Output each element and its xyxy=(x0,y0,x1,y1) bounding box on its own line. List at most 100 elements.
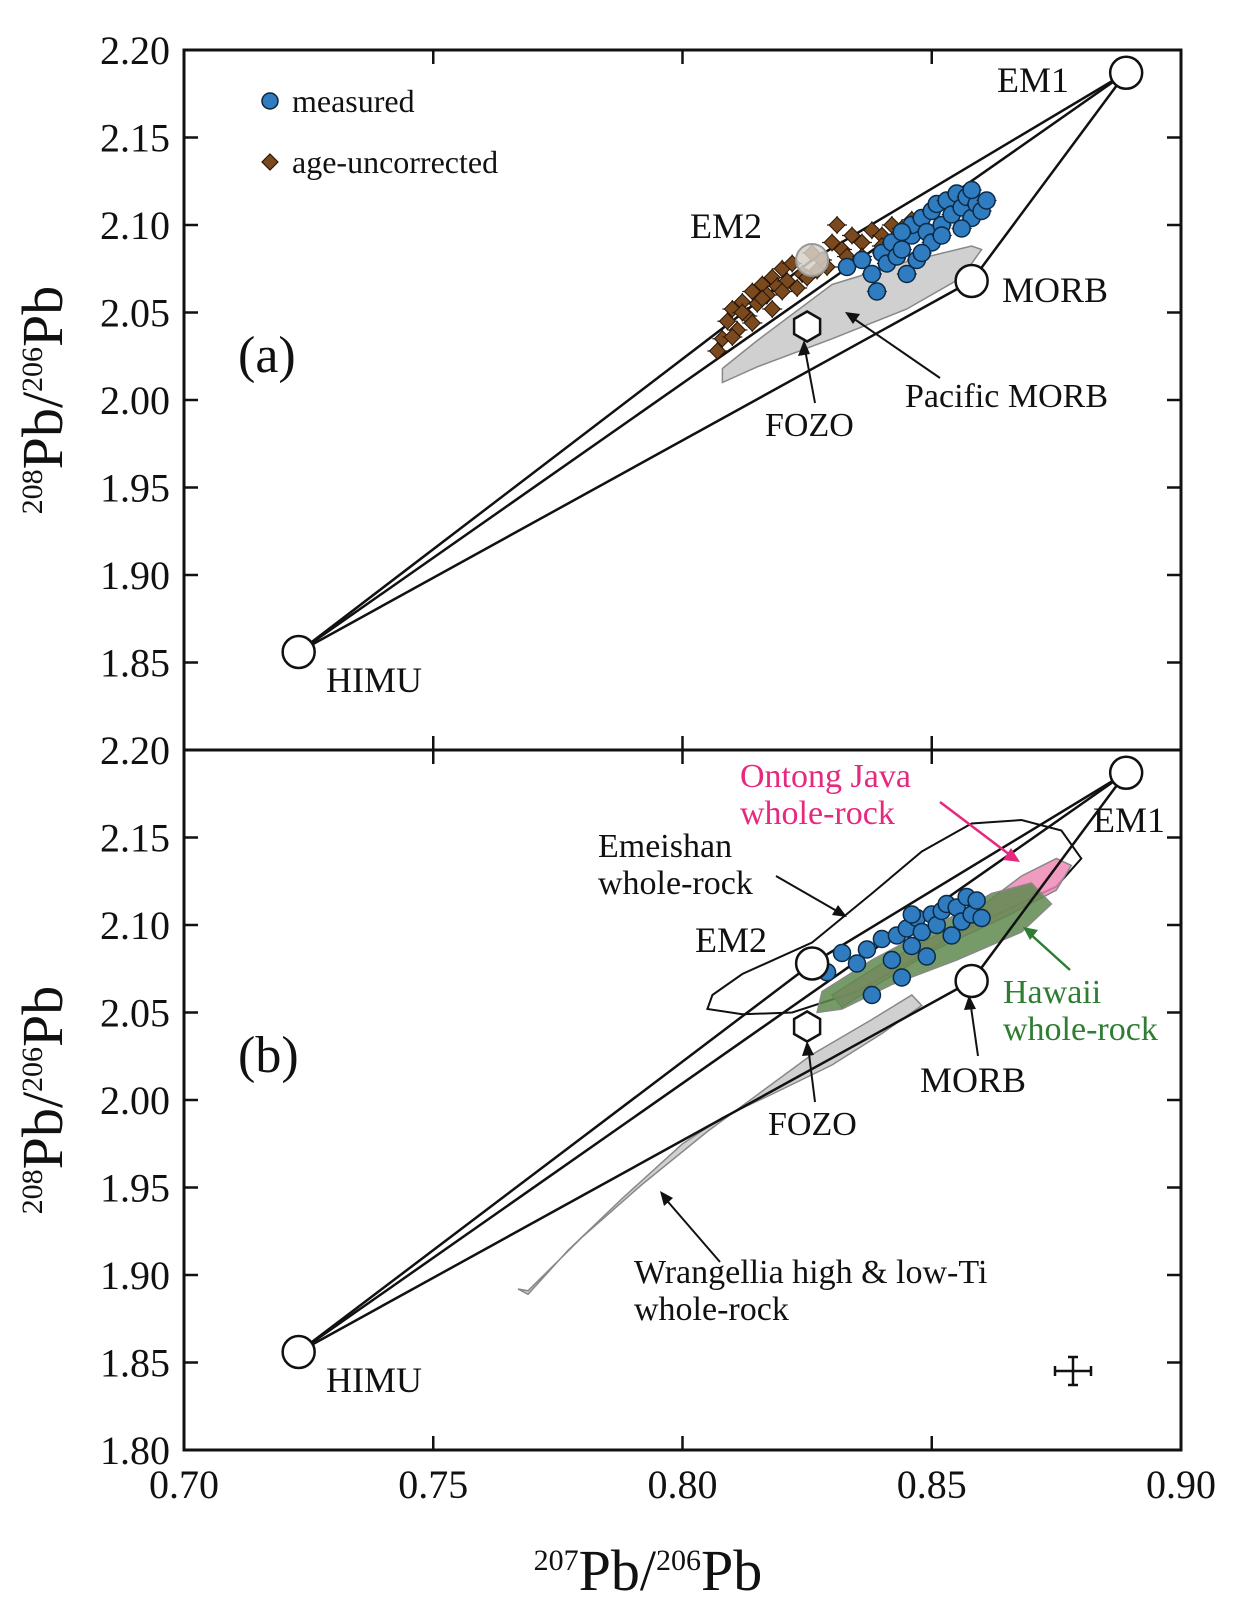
point-measured xyxy=(882,950,902,970)
panel-b-label: (b) xyxy=(238,1027,299,1084)
end-member-em2 xyxy=(795,243,830,277)
x-tick-label: 0.85 xyxy=(897,1462,967,1507)
panel-b-data-points xyxy=(817,887,991,1005)
y-tick-label-a: 2.05 xyxy=(100,291,170,336)
point-age-uncorrected xyxy=(718,312,737,330)
x-tick-label: 0.90 xyxy=(1146,1462,1216,1507)
legend-age-uncorrected-label: age-uncorrected xyxy=(292,144,498,180)
axis-ticks: 2.20 2.15 2.10 2.05 2.00 1.95 1.90 1.85 2.20 2.15… xyxy=(100,28,1216,1507)
panel-b-mixing-lines xyxy=(297,771,1128,1354)
panel-a-label: (a) xyxy=(238,327,296,384)
svg-text:208Pb/206Pb: 208Pb/206Pb xyxy=(10,986,75,1215)
legend-age-uncorrected-marker xyxy=(261,153,279,171)
y-tick-label-b: 1.80 xyxy=(100,1428,170,1473)
mixing-line-em1-morb xyxy=(970,72,1128,282)
arrowhead-morb-b xyxy=(964,995,976,1010)
arrowhead-emeishan xyxy=(832,905,847,917)
label-fozo-a: FOZO xyxy=(765,407,854,444)
point-measured xyxy=(897,264,917,284)
point-measured xyxy=(952,219,971,238)
x-axis-title: 207Pb/206Pb xyxy=(534,1538,763,1603)
point-measured xyxy=(902,905,922,924)
legend-measured-label: measured xyxy=(292,83,415,119)
y-tick-label-a: 2.15 xyxy=(100,116,170,161)
point-measured xyxy=(832,943,852,963)
x-tick-label: 0.70 xyxy=(149,1462,219,1507)
y-tick-label-b: 2.20 xyxy=(100,728,170,773)
field-wrangellia-high-low-ti-whole-rock xyxy=(517,994,923,1296)
label-wrangellia-2: whole-rock xyxy=(634,1291,789,1328)
point-measured xyxy=(977,191,996,210)
point-measured xyxy=(972,908,991,928)
svg-text:207Pb/206Pb: 207Pb/206Pb xyxy=(534,1538,763,1603)
point-measured xyxy=(867,282,887,301)
y-tick-label-a: 1.95 xyxy=(100,466,170,511)
y-tick-label-b: 2.10 xyxy=(100,903,170,948)
label-ontong-java-2: whole-rock xyxy=(740,795,895,832)
end-member-fozo xyxy=(792,310,822,343)
arrowhead-ontong-java xyxy=(1003,848,1020,862)
y-tick-label-a: 2.10 xyxy=(100,203,170,248)
point-age-uncorrected xyxy=(733,303,752,322)
arrowhead-fozo-a xyxy=(798,340,810,356)
point-measured xyxy=(912,922,932,942)
end-member-fozo xyxy=(792,1010,822,1043)
point-measured xyxy=(962,180,981,200)
point-age-uncorrected xyxy=(823,233,841,252)
point-age-uncorrected xyxy=(723,328,742,346)
point-measured xyxy=(837,257,857,277)
arrowhead-fozo-b xyxy=(802,1041,814,1056)
arrow-pacific-morb xyxy=(849,315,941,379)
point-measured xyxy=(847,954,867,973)
panel-a-data-points xyxy=(707,180,997,360)
end-member-himu xyxy=(281,1334,316,1370)
mixing-line-himu-em2 xyxy=(297,259,813,653)
mixing-line-himu-morb xyxy=(298,279,973,654)
arrowhead-pacific-morb xyxy=(845,312,860,324)
end-member-himu xyxy=(281,634,316,670)
label-wrangellia-1: Wrangellia high & low-Ti xyxy=(634,1254,987,1291)
point-measured xyxy=(902,936,922,956)
arrow-emeishan xyxy=(775,875,843,915)
point-measured xyxy=(932,226,951,245)
mixing-line-em1-em2 xyxy=(811,71,1127,262)
point-age-uncorrected xyxy=(788,279,806,297)
error-bar-cross xyxy=(1053,1355,1093,1387)
end-member-em2 xyxy=(794,946,830,981)
svg-text:208Pb/206Pb: 208Pb/206Pb xyxy=(10,286,75,515)
point-age-uncorrected xyxy=(753,289,771,308)
y-tick-label-b: 1.85 xyxy=(100,1341,170,1386)
point-measured xyxy=(852,250,872,270)
y-tick-label-b: 2.05 xyxy=(100,991,170,1036)
point-measured xyxy=(862,264,882,284)
mixing-line-himu-em2 xyxy=(297,962,813,1353)
x-tick-label: 0.80 xyxy=(648,1462,718,1507)
label-himu-a: HIMU xyxy=(326,660,422,700)
mixing-line-himu-em1 xyxy=(297,771,1127,1354)
point-measured xyxy=(967,891,986,910)
x-tick-label: 0.75 xyxy=(398,1462,468,1507)
point-measured xyxy=(942,926,961,945)
end-member-em1 xyxy=(1108,755,1144,790)
y-tick-label-b: 2.15 xyxy=(100,816,170,861)
mixing-line-himu-morb xyxy=(298,979,973,1354)
point-age-uncorrected xyxy=(843,226,861,245)
point-measured xyxy=(857,940,877,959)
point-age-uncorrected xyxy=(708,342,727,360)
y-tick-label-b: 2.00 xyxy=(100,1078,170,1123)
point-age-uncorrected xyxy=(743,282,761,301)
point-measured xyxy=(892,968,912,987)
arrow-hawaii xyxy=(1027,931,1071,971)
point-measured xyxy=(892,222,912,242)
label-hawaii-2: whole-rock xyxy=(1003,1011,1158,1048)
label-em2-a: EM2 xyxy=(690,206,762,246)
end-member-morb xyxy=(954,963,989,999)
panel-a-end-members xyxy=(281,55,1144,670)
point-age-uncorrected xyxy=(773,282,791,301)
y-tick-label-a: 2.00 xyxy=(100,378,170,423)
end-member-em1 xyxy=(1108,55,1144,90)
label-morb-b: MORB xyxy=(920,1060,1026,1100)
y-axis-title-a: 208Pb/206Pb xyxy=(10,286,75,515)
